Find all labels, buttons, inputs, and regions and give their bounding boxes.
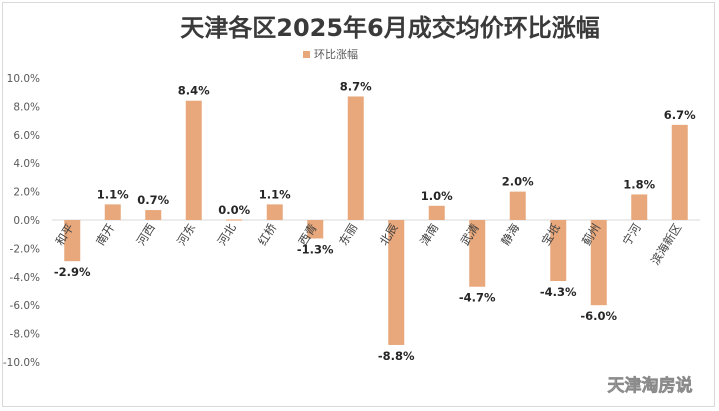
data-label: 1.8% <box>623 177 655 191</box>
y-tick-label: 2.0% <box>13 187 40 199</box>
bar <box>266 204 283 220</box>
legend: 环比涨幅 <box>303 48 358 61</box>
y-tick-label: 6.0% <box>13 130 40 142</box>
x-category-label: 河西 <box>134 221 158 248</box>
y-tick-label: -8.0% <box>10 329 40 341</box>
bar <box>307 220 324 239</box>
bar <box>590 220 607 306</box>
y-tick-label: 4.0% <box>13 158 40 170</box>
x-category-label: 津南 <box>417 221 441 248</box>
data-label: -6.0% <box>580 309 617 323</box>
chart-title: 天津各区2025年6月成交均价环比涨幅 <box>180 14 600 42</box>
x-category-label: 红桥 <box>255 221 279 248</box>
y-tick-label: -2.0% <box>10 243 40 255</box>
data-label: 1.1% <box>259 187 291 201</box>
bar <box>347 96 364 220</box>
data-label: 6.7% <box>664 108 696 122</box>
data-label: -2.9% <box>54 265 91 279</box>
y-tick-label: 8.0% <box>13 101 40 113</box>
data-label: 2.0% <box>502 175 534 189</box>
bar <box>469 220 486 287</box>
x-category-label: 河北 <box>215 221 239 248</box>
bar <box>631 194 648 220</box>
x-axis-labels: 和平 南开 河西 河东 河北 红桥 西青 东丽 北辰 津南 武清 静海 宝坻 蓟州 宁河 滨海新区 <box>53 221 685 268</box>
data-label: 0.7% <box>137 193 169 207</box>
data-label: 8.7% <box>340 79 372 93</box>
bar <box>388 220 405 345</box>
x-category-label: 静海 <box>498 221 522 248</box>
x-category-label: 南开 <box>93 221 117 248</box>
bar <box>104 204 121 220</box>
data-label: 1.1% <box>97 187 129 201</box>
y-tick-label: -10.0% <box>3 357 40 369</box>
watermark: 天津淘房说 <box>608 375 693 396</box>
y-tick-label: 0.0% <box>13 215 40 227</box>
data-label: 1.0% <box>421 189 453 203</box>
data-label: -1.3% <box>297 242 334 256</box>
data-label: 8.4% <box>178 84 210 98</box>
bar <box>509 191 526 220</box>
bar <box>64 220 81 262</box>
y-tick-label: 10.0% <box>7 73 40 85</box>
bar <box>226 219 243 221</box>
bar <box>145 210 162 220</box>
x-category-label: 东丽 <box>336 221 360 248</box>
bar <box>550 220 567 282</box>
bar <box>185 100 202 220</box>
data-label: 0.0% <box>218 203 250 217</box>
bars <box>64 96 688 345</box>
data-label: -8.8% <box>378 349 415 363</box>
legend-swatch <box>303 51 310 58</box>
bar <box>428 205 445 220</box>
x-category-label: 河东 <box>174 221 198 248</box>
data-labels: -2.9% 1.1% 0.7% 8.4% 0.0% 1.1% -1.3% 8.7% -8.8% 1… <box>54 79 696 363</box>
x-category-label: 滨海新区 <box>648 221 684 267</box>
y-tick-label: -6.0% <box>10 300 40 312</box>
legend-label: 环比涨幅 <box>314 48 358 61</box>
bar <box>671 124 688 220</box>
y-tick-label: -4.0% <box>10 272 40 284</box>
x-category-label: 宁河 <box>620 221 644 248</box>
data-label: -4.3% <box>540 285 577 299</box>
data-label: -4.7% <box>459 291 496 305</box>
y-axis: 10.0% 8.0% 6.0% 4.0% 2.0% 0.0% -2.0% -4.0% -6.0%… <box>3 73 40 369</box>
